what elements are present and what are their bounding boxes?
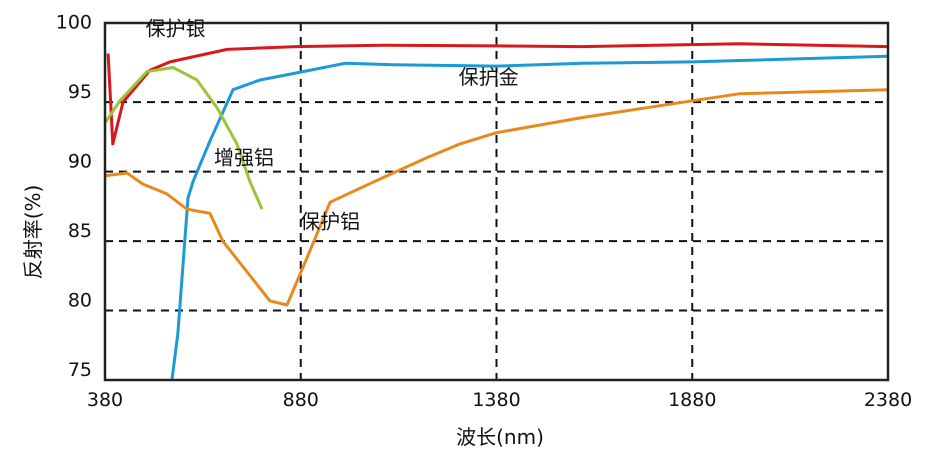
x-tick-label: 1380 <box>472 389 520 411</box>
y-tick-labels: 75 80 85 90 95 100 <box>56 12 92 381</box>
x-tick-label: 880 <box>283 389 319 411</box>
series-line <box>170 54 889 381</box>
x-tick-label: 2380 <box>864 389 912 411</box>
y-tick-label: 85 <box>68 220 92 242</box>
x-tick-label: 380 <box>87 389 123 411</box>
y-tick-label: 90 <box>68 151 92 173</box>
series-lines <box>103 42 889 381</box>
series-annotation: 保护铝 <box>300 210 360 234</box>
y-axis-label: 反射率(%) <box>21 185 45 280</box>
y-tick-label: 100 <box>56 12 92 34</box>
x-axis-label: 波长(nm) <box>456 425 544 449</box>
series-line <box>106 42 889 146</box>
y-tick-label: 95 <box>68 81 92 103</box>
y-tick-label: 75 <box>68 359 92 381</box>
series-line <box>104 88 889 307</box>
series-line <box>103 66 264 210</box>
series-annotation: 增强铝 <box>214 146 274 170</box>
series-annotation: 保护银 <box>145 17 205 41</box>
x-tick-labels: 380 880 1380 1880 2380 <box>87 389 912 411</box>
x-tick-label: 1880 <box>668 389 716 411</box>
series-annotation: 保护金 <box>459 65 519 89</box>
grid-lines <box>105 23 888 380</box>
plot-frame <box>103 21 890 382</box>
y-tick-label: 80 <box>68 290 92 312</box>
